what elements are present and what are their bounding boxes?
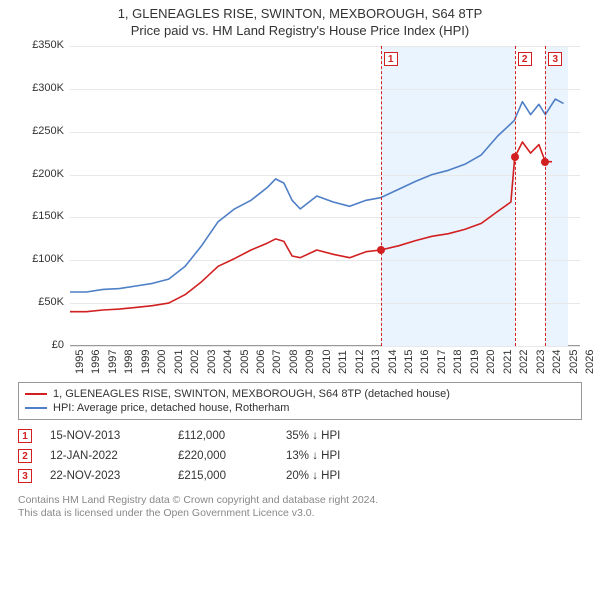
y-tick-label: £100K	[32, 253, 64, 265]
x-tick-label: 2005	[239, 350, 251, 374]
x-tick-label: 2018	[452, 350, 464, 374]
x-tick-label: 2006	[255, 350, 267, 374]
plot-region: 1 2 3	[70, 46, 580, 346]
x-tick-label: 2002	[189, 350, 201, 374]
x-tick-label: 1996	[90, 350, 102, 374]
legend-item: HPI: Average price, detached house, Roth…	[25, 401, 575, 415]
x-tick-label: 2007	[271, 350, 283, 374]
event-line-2	[515, 46, 516, 346]
x-tick-label: 2013	[370, 350, 382, 374]
sales-table: 1 15-NOV-2013 £112,000 35% ↓ HPI 2 12-JAN-202…	[18, 426, 582, 486]
footer-line1: Contains HM Land Registry data © Crown c…	[18, 494, 582, 507]
x-tick-label: 2021	[502, 350, 514, 374]
event-marker-1: 1	[384, 52, 398, 66]
event-line-3	[545, 46, 546, 346]
legend-label: HPI: Average price, detached house, Roth…	[53, 402, 289, 414]
x-tick-label: 2001	[173, 350, 185, 374]
event-dot-3	[541, 158, 549, 166]
legend-swatch	[25, 393, 47, 395]
x-tick-label: 2025	[568, 350, 580, 374]
legend-swatch	[25, 407, 47, 409]
x-tick-label: 2022	[518, 350, 530, 374]
sale-price: £215,000	[178, 470, 268, 482]
x-tick-label: 2011	[337, 350, 349, 374]
x-tick-label: 2016	[419, 350, 431, 374]
x-tick-label: 2020	[485, 350, 497, 374]
sale-price: £220,000	[178, 450, 268, 462]
x-tick-label: 1999	[140, 350, 152, 374]
sale-row: 3 22-NOV-2023 £215,000 20% ↓ HPI	[18, 466, 582, 486]
legend-item: 1, GLENEAGLES RISE, SWINTON, MEXBOROUGH,…	[25, 387, 575, 401]
event-line-1	[381, 46, 382, 346]
x-tick-label: 2010	[321, 350, 333, 374]
sale-pct: 20% ↓ HPI	[286, 470, 396, 482]
y-tick-label: £150K	[32, 210, 64, 222]
x-axis: 1995 1996 1997 1998 1999 2000 2001 2002 2003 2004…	[70, 346, 580, 376]
x-tick-label: 2000	[156, 350, 168, 374]
y-tick-label: £350K	[32, 39, 64, 51]
chart-title-line2: Price paid vs. HM Land Registry's House …	[0, 23, 600, 38]
x-tick-label: 2009	[304, 350, 316, 374]
y-tick-label: £200K	[32, 168, 64, 180]
x-tick-label: 2024	[551, 350, 563, 374]
x-tick-label: 1995	[74, 350, 86, 374]
x-tick-label: 2015	[403, 350, 415, 374]
sale-pct: 35% ↓ HPI	[286, 430, 396, 442]
x-tick-label: 1998	[123, 350, 135, 374]
event-dot-1	[377, 246, 385, 254]
y-tick-label: £250K	[32, 125, 64, 137]
x-tick-label: 2003	[206, 350, 218, 374]
y-tick-label: £0	[52, 339, 64, 351]
y-tick-label: £50K	[38, 296, 64, 308]
legend-label: 1, GLENEAGLES RISE, SWINTON, MEXBOROUGH,…	[53, 388, 450, 400]
sale-row: 1 15-NOV-2013 £112,000 35% ↓ HPI	[18, 426, 582, 446]
chart-area: 1 2 3 1995 1996 1997 1998 1999 2000 2001 2002 2003…	[20, 46, 580, 376]
footer-line2: This data is licensed under the Open Gov…	[18, 507, 582, 520]
sale-pct: 13% ↓ HPI	[286, 450, 396, 462]
x-tick-label: 2023	[535, 350, 547, 374]
x-tick-label: 1997	[107, 350, 119, 374]
chart-title-line1: 1, GLENEAGLES RISE, SWINTON, MEXBOROUGH,…	[0, 6, 600, 21]
sale-price: £112,000	[178, 430, 268, 442]
x-tick-label: 2008	[288, 350, 300, 374]
x-tick-label: 2026	[584, 350, 596, 374]
sale-marker: 2	[18, 449, 32, 463]
x-tick-label: 2019	[469, 350, 481, 374]
footer-attribution: Contains HM Land Registry data © Crown c…	[18, 494, 582, 520]
x-tick-label: 2012	[354, 350, 366, 374]
x-tick-label: 2017	[436, 350, 448, 374]
sale-date: 15-NOV-2013	[50, 430, 160, 442]
x-tick-label: 2004	[222, 350, 234, 374]
x-tick-label: 2014	[387, 350, 399, 374]
legend: 1, GLENEAGLES RISE, SWINTON, MEXBOROUGH,…	[18, 382, 582, 420]
event-marker-2: 2	[518, 52, 532, 66]
sale-date: 22-NOV-2023	[50, 470, 160, 482]
sale-marker: 3	[18, 469, 32, 483]
event-marker-3: 3	[548, 52, 562, 66]
y-tick-label: £300K	[32, 82, 64, 94]
sale-marker: 1	[18, 429, 32, 443]
sale-row: 2 12-JAN-2022 £220,000 13% ↓ HPI	[18, 446, 582, 466]
sale-date: 12-JAN-2022	[50, 450, 160, 462]
series-price_paid	[70, 46, 580, 346]
